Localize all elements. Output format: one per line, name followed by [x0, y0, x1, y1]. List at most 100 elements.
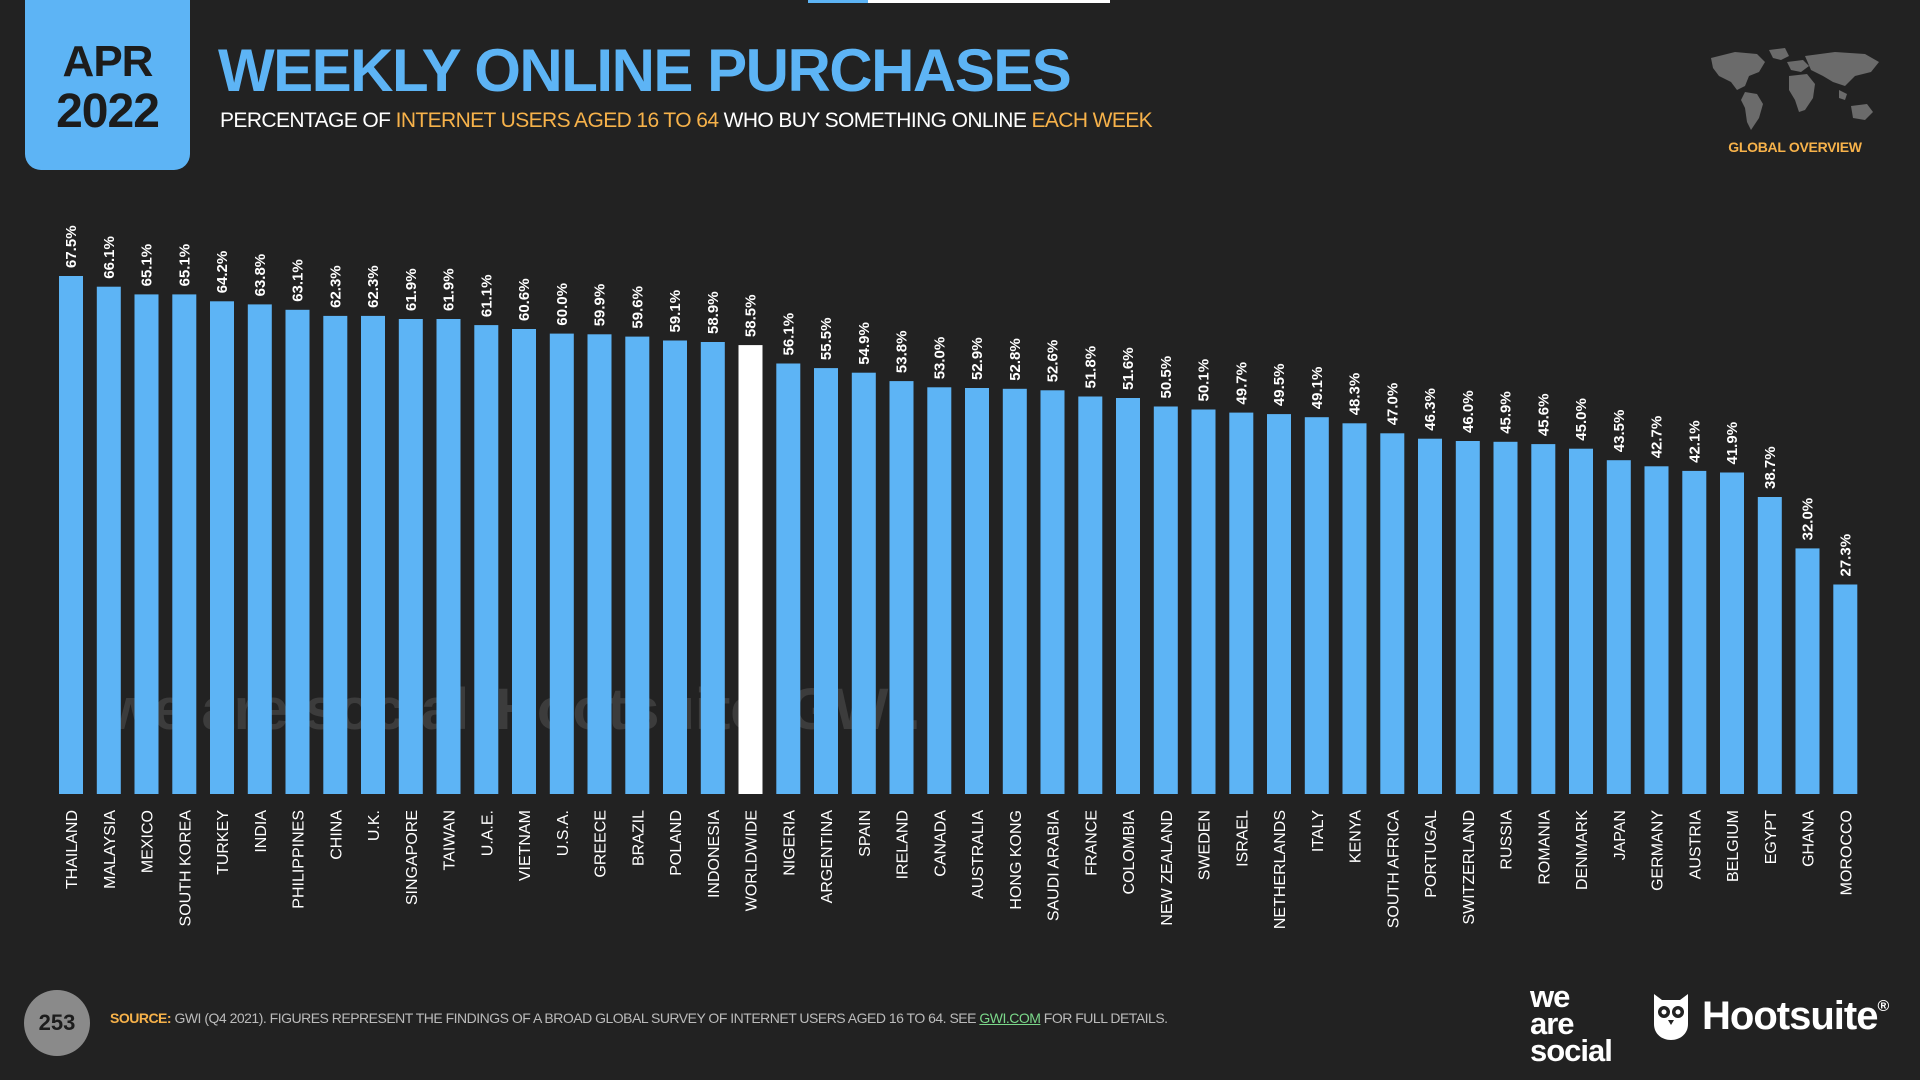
data-label: 54.9% [856, 322, 873, 365]
source-link[interactable]: GWI.COM [979, 1010, 1041, 1026]
brand-word-2: are [1530, 1006, 1575, 1041]
subtitle-highlight-2: EACH WEEK [1031, 109, 1153, 132]
bar-u-s-a [549, 333, 574, 794]
data-label: 65.1% [176, 244, 193, 287]
category-label: SWITZERLAND [1461, 810, 1478, 925]
date-month: APR [62, 37, 154, 86]
category-label: EGYPT [1763, 810, 1780, 864]
hootsuite-wordmark: Hootsuite [1702, 993, 1878, 1038]
registered-mark: ® [1877, 998, 1889, 1015]
category-label: GERMANY [1650, 810, 1667, 891]
category-label: POLAND [668, 810, 685, 876]
bar-portugal [1418, 438, 1442, 794]
bar-south-korea [172, 294, 197, 794]
category-label: NIGERIA [781, 810, 798, 876]
data-label: 43.5% [1611, 410, 1628, 453]
bar-taiwan [436, 319, 461, 794]
category-label: INDONESIA [706, 810, 723, 898]
category-label: SWEDEN [1197, 810, 1214, 880]
category-label: ARGENTINA [819, 810, 836, 904]
data-label: 27.3% [1837, 534, 1854, 577]
category-label: VIETNAM [517, 810, 534, 881]
data-label: 41.9% [1724, 422, 1741, 465]
data-label: 48.3% [1347, 373, 1364, 416]
category-label: RUSSIA [1499, 810, 1516, 870]
bar-philippines [285, 309, 310, 794]
data-label: 50.1% [1196, 359, 1213, 402]
data-label: 63.1% [290, 259, 307, 302]
category-label: AUSTRALIA [970, 810, 987, 899]
we-are-social-logo: we are social [1530, 981, 1613, 1066]
category-label: NETHERLANDS [1272, 810, 1289, 929]
data-label: 50.5% [1158, 356, 1175, 399]
data-label: 66.1% [101, 236, 118, 279]
category-label: TURKEY [215, 810, 232, 875]
data-label: 45.9% [1498, 391, 1515, 434]
bar-worldwide [738, 345, 763, 794]
bar-belgium [1720, 472, 1744, 794]
category-label: SOUTH KOREA [177, 810, 194, 927]
category-label: PORTUGAL [1423, 810, 1440, 898]
bar-israel [1229, 412, 1254, 794]
date-year: 2022 [56, 85, 160, 138]
bar-netherlands [1267, 414, 1291, 794]
bar-italy [1304, 417, 1329, 794]
category-label: JAPAN [1612, 810, 1629, 860]
category-label: GHANA [1801, 810, 1818, 867]
data-label: 52.8% [1007, 338, 1024, 381]
data-label: 55.5% [818, 318, 835, 361]
source-text: GWI (Q4 2021). FIGURES REPRESENT THE FIN… [171, 1010, 980, 1026]
bar-ghana [1795, 548, 1820, 794]
bar-canada [927, 387, 952, 794]
bar-saudi-arabia [1040, 390, 1065, 794]
bar-russia [1493, 441, 1518, 794]
data-label: 53.0% [931, 337, 948, 380]
data-label: 58.5% [743, 295, 760, 338]
chart-title: WEEKLY ONLINE PURCHASES [218, 37, 1072, 104]
data-label: 38.7% [1762, 446, 1779, 489]
bar-south-africa [1380, 433, 1405, 794]
bar-u-k [361, 315, 385, 794]
data-label: 61.9% [441, 268, 458, 311]
bar-thailand [59, 276, 83, 794]
data-label: 61.9% [403, 268, 420, 311]
bar-argentina [814, 368, 838, 794]
bar-poland [663, 340, 687, 794]
data-label: 59.1% [667, 290, 684, 333]
category-label: SAUDI ARABIA [1046, 810, 1063, 921]
data-label: 42.7% [1649, 416, 1666, 459]
category-label: U.K. [366, 810, 383, 841]
category-label: ROMANIA [1536, 810, 1553, 885]
bar-vietnam [512, 329, 536, 794]
data-label: 51.8% [1082, 346, 1099, 389]
bar-ireland [889, 381, 914, 794]
data-label: 45.6% [1535, 394, 1552, 437]
bar-turkey [210, 301, 234, 794]
category-label: AUSTRIA [1687, 810, 1704, 880]
data-label: 49.7% [1233, 362, 1250, 405]
bar-morocco [1833, 584, 1858, 794]
source-note: SOURCE: GWI (Q4 2021). FIGURES REPRESENT… [110, 1010, 1168, 1026]
category-label: NEW ZEALAND [1159, 810, 1176, 926]
owl-icon [1654, 994, 1688, 1040]
data-label: 65.1% [139, 244, 156, 287]
category-label: FRANCE [1083, 810, 1100, 876]
category-label: SPAIN [857, 810, 874, 857]
bar-colombia [1116, 398, 1140, 794]
bar-singapore [398, 319, 423, 794]
data-label: 67.5% [63, 225, 80, 268]
world-map-icon [1711, 48, 1879, 130]
bar-sweden [1191, 409, 1216, 794]
category-label: INDIA [253, 810, 270, 853]
data-label: 52.6% [1045, 340, 1062, 383]
bar-japan [1606, 460, 1631, 794]
data-label: 62.3% [327, 265, 344, 308]
data-label: 56.1% [780, 313, 797, 356]
bar-france [1078, 396, 1103, 794]
bar-u-a-e [474, 325, 499, 794]
subtitle-part-2: WHO BUY SOMETHING ONLINE [718, 109, 1032, 132]
bar-hong-kong [1002, 388, 1027, 794]
category-label: TAIWAN [442, 810, 459, 870]
bar-china [323, 315, 348, 794]
page-number: 253 [24, 990, 90, 1056]
